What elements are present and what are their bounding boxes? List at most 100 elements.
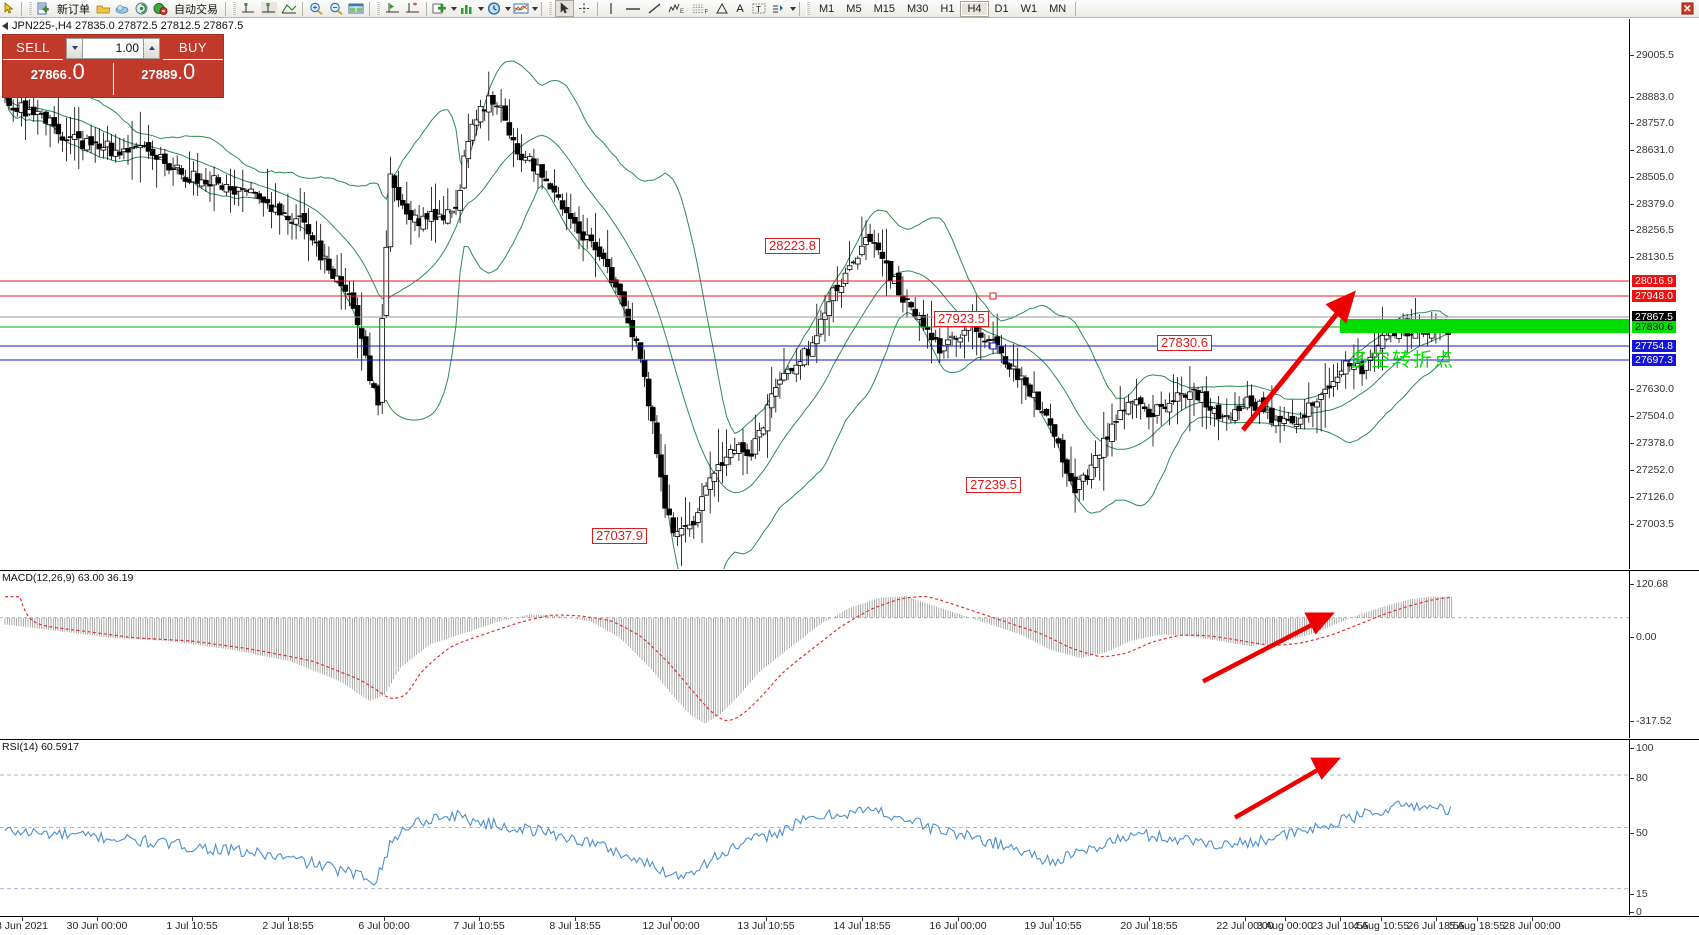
cursor-arrow-icon[interactable] (0, 0, 18, 17)
new-order-icon[interactable] (35, 0, 53, 17)
zoom-in-icon[interactable] (306, 0, 326, 17)
chevron-down-icon-2[interactable] (478, 6, 484, 11)
objects-list-icon[interactable] (769, 0, 789, 17)
new-order-label[interactable]: 新订单 (57, 3, 90, 16)
axis-tickmark (1630, 150, 1634, 151)
price-level-pill[interactable]: 27948.0 (1632, 290, 1676, 302)
toolbar-separator-9 (1075, 1, 1077, 16)
macd-axis[interactable]: 120.68 0.00 -317.52 (1629, 571, 1699, 738)
cloud-icon[interactable] (113, 0, 132, 17)
crosshair-v-icon[interactable] (239, 0, 259, 17)
data-window-icon[interactable] (346, 0, 366, 17)
rsi-plot[interactable] (0, 740, 1629, 915)
play-icon[interactable] (383, 0, 403, 17)
crosshair-pin-icon[interactable] (259, 0, 279, 17)
zoom-out-icon[interactable] (326, 0, 346, 17)
autotrading-icon[interactable] (151, 0, 170, 17)
vline-icon[interactable] (601, 0, 621, 17)
price-pane[interactable]: 29005.5 28883.0 28757.0 28631.0 28505.0 28379… (0, 19, 1699, 569)
toolbar-grip[interactable] (28, 1, 32, 16)
collapse-triangle-icon[interactable] (2, 22, 8, 30)
date-tickmark (1477, 917, 1478, 921)
crosshair-icon[interactable] (574, 0, 594, 17)
text-box-icon[interactable]: T (749, 0, 769, 17)
shapes-icon[interactable] (713, 0, 731, 17)
volume-increment-button[interactable] (143, 37, 160, 59)
price-level-box[interactable]: 28223.8 (765, 238, 820, 254)
volume-input[interactable]: 1.00 (83, 37, 143, 59)
oct-controls-row: SELL 1.00 BUY (3, 35, 223, 61)
date-tick-label: 1 Jul 10:55 (166, 920, 218, 932)
autotrading-label[interactable]: 自动交易 (174, 3, 218, 16)
chevron-down-icon-5[interactable] (790, 6, 796, 11)
toolbar-grip-4[interactable] (548, 1, 552, 16)
indicator-icon[interactable] (511, 0, 531, 17)
sell-price[interactable]: 27866 . 0 (3, 61, 113, 97)
symbol-text: JPN225-,H4 27835.0 27872.5 27812.5 27867… (12, 20, 244, 32)
toolbar-grip-3[interactable] (376, 1, 380, 16)
date-axis[interactable]: 3 Jun 2021 30 Jun 00:00 1 Jul 10:55 2 Jul 1… (0, 916, 1699, 935)
macd-pane[interactable]: MACD(12,26,9) 63.00 36.19 120.68 0.00 -317… (0, 570, 1699, 738)
volume-stepper: 1.00 (66, 37, 160, 59)
timeframe-h1[interactable]: H1 (940, 2, 955, 15)
timeframe-d1[interactable]: D1 (994, 2, 1009, 15)
step-icon[interactable] (403, 0, 423, 17)
cursor-icon[interactable] (555, 0, 574, 17)
date-tick-label: 30 Jun 00:00 (66, 920, 128, 932)
date-tick-label: 28 Jul 00:00 (1503, 920, 1561, 932)
chart-shape-icon[interactable] (279, 0, 299, 17)
volume-decrement-button[interactable] (66, 37, 83, 59)
sell-button[interactable]: SELL (3, 36, 63, 60)
price-level-box[interactable]: 27830.6 (1157, 335, 1212, 351)
clock-icon[interactable] (484, 0, 504, 17)
timeframe-m15[interactable]: M15 (873, 2, 895, 15)
macd-plot[interactable] (0, 571, 1629, 738)
date-tick-label: 7 Jul 10:55 (453, 920, 505, 932)
price-level-pill[interactable]: 27830.6 (1632, 321, 1676, 333)
price-plot[interactable] (0, 19, 1629, 569)
timeframe-m1[interactable]: M1 (819, 2, 835, 15)
text-label-icon[interactable]: A (736, 2, 744, 15)
fibonacci-icon[interactable]: F (689, 0, 713, 17)
axis-tickmark (1630, 416, 1634, 417)
price-level-pill[interactable]: 27754.8 (1632, 340, 1676, 352)
buy-price-integer: 27889 (141, 67, 178, 82)
chevron-down-icon[interactable] (451, 6, 457, 11)
price-level-box[interactable]: 27037.9 (592, 528, 647, 544)
rsi-axis[interactable]: 100 80 50 15 0 (1629, 740, 1699, 918)
signal-icon[interactable] (132, 0, 151, 17)
price-level-pill[interactable]: 28016.9 (1632, 275, 1676, 287)
chart-area[interactable]: 29005.5 28883.0 28757.0 28631.0 28505.0 28379… (0, 19, 1699, 935)
timeframe-h4[interactable]: H4 (960, 0, 989, 17)
symbol-info-line: JPN225-,H4 27835.0 27872.5 27812.5 27867… (0, 19, 243, 33)
chevron-down-icon-3[interactable] (505, 6, 511, 11)
timeframe-m30[interactable]: M30 (906, 2, 929, 15)
toolbar-separator-2 (225, 1, 226, 16)
bar-chart-icon[interactable] (457, 0, 477, 17)
add-window-icon[interactable] (430, 0, 450, 17)
price-level-box[interactable]: 27923.5 (934, 311, 989, 327)
chevron-down-icon-4[interactable] (532, 6, 538, 11)
price-level-box[interactable]: 27239.5 (966, 477, 1021, 493)
rsi-pane[interactable]: RSI(14) 60.5917 100 80 50 15 0 (0, 739, 1699, 918)
price-level-pill[interactable]: 27867.5 (1632, 311, 1676, 323)
close-icon[interactable] (1678, 0, 1696, 17)
sell-price-integer: 27866 (30, 67, 67, 82)
timeframe-w1[interactable]: W1 (1020, 2, 1038, 15)
buy-price[interactable]: 27889 . 0 (114, 61, 224, 97)
axis-tick-label: 29005.5 (1636, 49, 1674, 61)
elliott-wave-icon[interactable]: E (665, 0, 689, 17)
date-tick-label: 12 Jul 00:00 (642, 920, 700, 932)
timeframe-mn[interactable]: MN (1049, 2, 1067, 15)
rsi-chart-svg (0, 757, 1629, 890)
main-toolbar: 新订单 自动交易 (0, 0, 1699, 18)
timeframe-m5[interactable]: M5 (846, 2, 862, 15)
trendline-icon[interactable] (645, 0, 665, 17)
folder-icon[interactable] (94, 0, 113, 17)
hline-icon[interactable] (621, 0, 645, 17)
price-level-pill[interactable]: 27697.3 (1632, 354, 1676, 366)
buy-button[interactable]: BUY (163, 36, 223, 60)
price-axis[interactable]: 29005.5 28883.0 28757.0 28631.0 28505.0 28379… (1629, 19, 1699, 569)
toolbar-grip-5[interactable] (806, 1, 810, 16)
toolbar-grip-2[interactable] (232, 1, 236, 16)
